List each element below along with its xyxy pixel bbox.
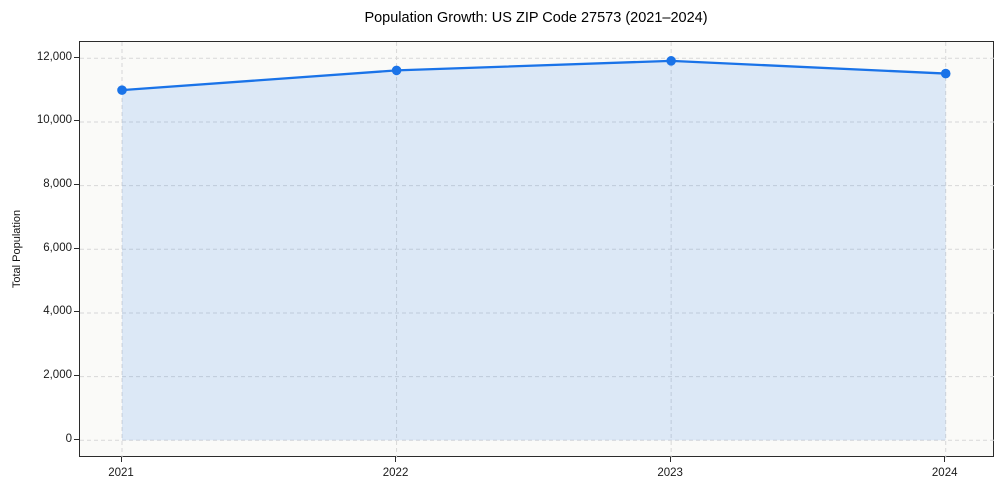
y-axis-label: Total Population xyxy=(11,209,23,289)
x-tick-label: 2024 xyxy=(931,467,958,479)
y-tick-mark xyxy=(74,247,79,249)
x-tick-label: 2021 xyxy=(108,467,134,479)
y-tick-label: 0 xyxy=(65,432,72,445)
x-tick-mark xyxy=(669,457,671,462)
data-point-marker xyxy=(940,68,951,79)
y-tick-mark xyxy=(74,120,79,122)
y-tick-label: 4,000 xyxy=(43,305,72,318)
x-tick-mark xyxy=(395,457,397,462)
y-tick-label: 2,000 xyxy=(43,369,72,382)
chart-title: Population Growth: US ZIP Code 27573 (20… xyxy=(364,10,708,26)
x-tick-mark xyxy=(120,457,122,462)
y-tick-mark xyxy=(74,184,79,186)
y-tick-mark xyxy=(74,375,79,377)
plot-area xyxy=(79,41,995,458)
area-fill xyxy=(122,60,946,441)
x-tick-label: 2022 xyxy=(382,467,409,479)
data-point-marker xyxy=(391,65,402,76)
data-line xyxy=(120,59,947,92)
x-tick-mark xyxy=(944,457,946,462)
data-point-marker xyxy=(666,56,676,66)
y-tick-label: 8,000 xyxy=(43,178,72,191)
y-tick-mark xyxy=(74,56,79,58)
y-tick-label: 6,000 xyxy=(43,241,72,254)
y-tick-mark xyxy=(74,311,79,313)
y-tick-mark xyxy=(74,438,79,440)
y-tick-label: 10,000 xyxy=(36,114,72,127)
x-tick-label: 2023 xyxy=(657,467,683,479)
y-tick-label: 12,000 xyxy=(36,50,72,63)
chart-canvas xyxy=(80,42,995,458)
data-point-marker xyxy=(117,85,127,95)
